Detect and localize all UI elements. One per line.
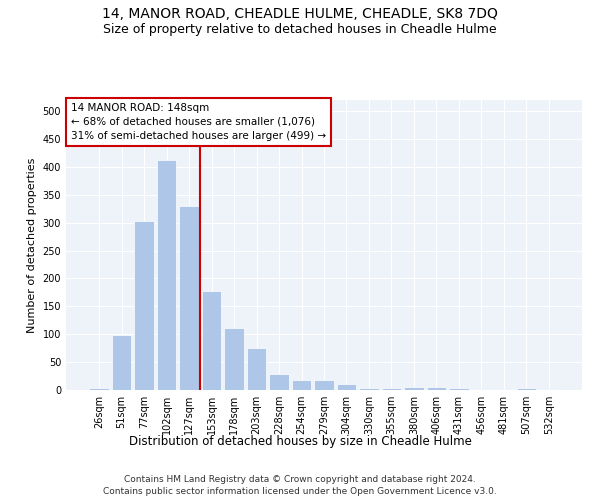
Bar	[404, 387, 424, 390]
Y-axis label: Number of detached properties: Number of detached properties	[27, 158, 37, 332]
Bar	[202, 290, 221, 390]
Bar	[427, 386, 446, 390]
Text: 14 MANOR ROAD: 148sqm
← 68% of detached houses are smaller (1,076)
31% of semi-d: 14 MANOR ROAD: 148sqm ← 68% of detached …	[71, 103, 326, 141]
Bar	[359, 388, 379, 390]
Bar	[517, 388, 536, 390]
Text: 14, MANOR ROAD, CHEADLE HULME, CHEADLE, SK8 7DQ: 14, MANOR ROAD, CHEADLE HULME, CHEADLE, …	[102, 8, 498, 22]
Bar	[314, 380, 334, 390]
Bar	[449, 388, 469, 390]
Bar	[292, 380, 311, 390]
Text: Distribution of detached houses by size in Cheadle Hulme: Distribution of detached houses by size …	[128, 435, 472, 448]
Bar	[269, 374, 289, 390]
Bar	[494, 389, 514, 390]
Bar	[472, 389, 491, 390]
Text: Size of property relative to detached houses in Cheadle Hulme: Size of property relative to detached ho…	[103, 22, 497, 36]
Text: Contains public sector information licensed under the Open Government Licence v3: Contains public sector information licen…	[103, 488, 497, 496]
Text: Contains HM Land Registry data © Crown copyright and database right 2024.: Contains HM Land Registry data © Crown c…	[124, 475, 476, 484]
Bar	[247, 348, 266, 390]
Bar	[179, 206, 199, 390]
Bar	[337, 384, 356, 390]
Bar	[89, 388, 109, 390]
Bar	[112, 335, 131, 390]
Bar	[134, 221, 154, 390]
Bar	[224, 328, 244, 390]
Bar	[382, 388, 401, 390]
Bar	[157, 160, 176, 390]
